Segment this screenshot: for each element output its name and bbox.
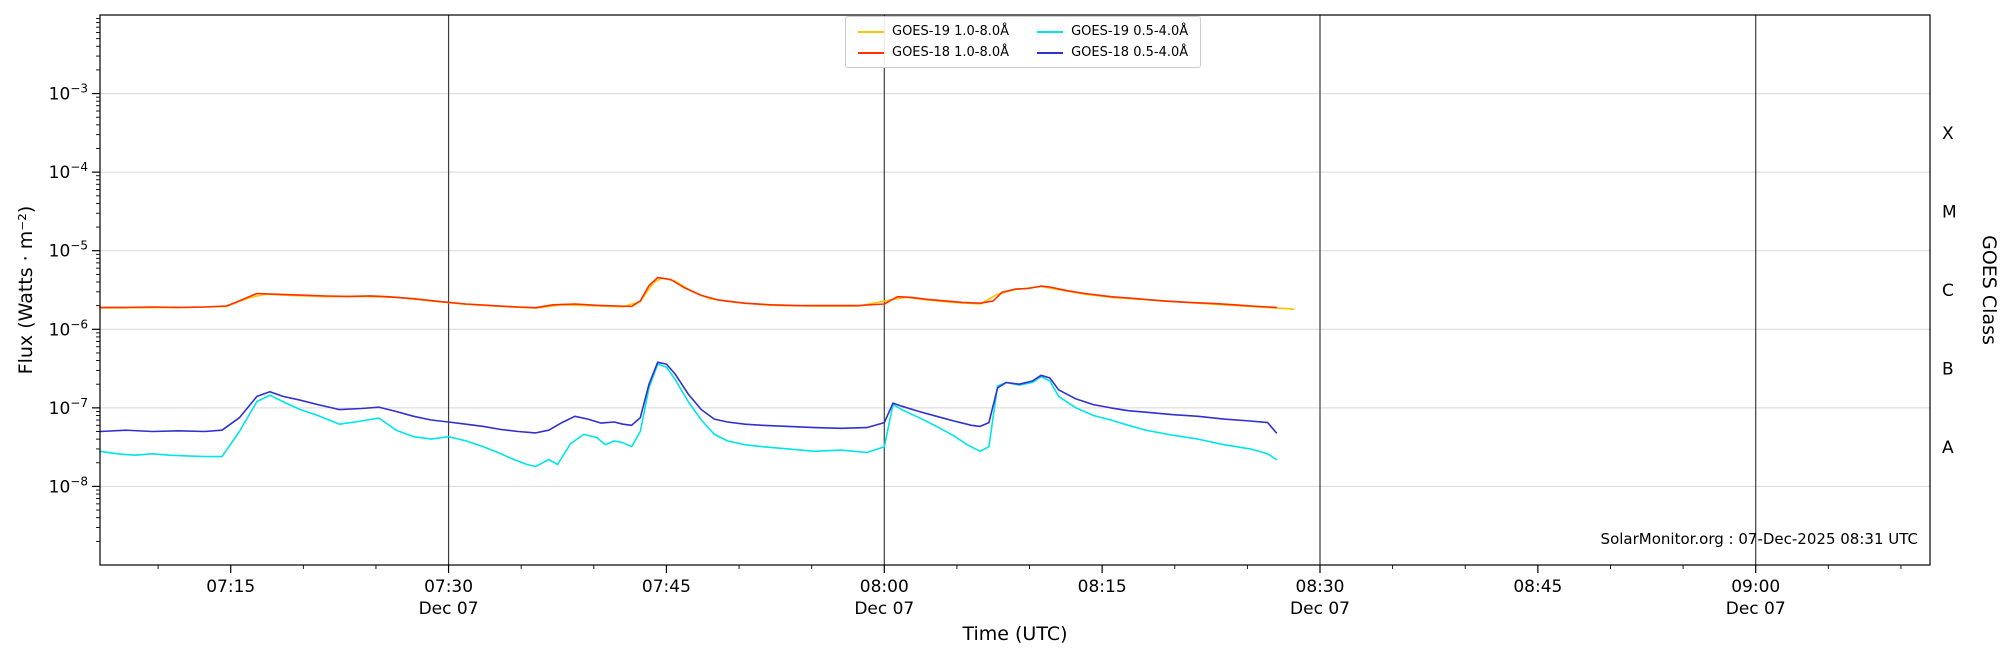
y-tick-label: 10−5 — [49, 239, 88, 262]
series-line-goes-19-0-5-4-0- — [99, 363, 1278, 468]
goes-class-label-c: C — [1942, 281, 1954, 301]
goes-class-label-b: B — [1942, 360, 1954, 380]
legend-label: GOES-18 1.0-8.0Å — [892, 45, 1010, 60]
legend-label: GOES-18 0.5-4.0Å — [1071, 45, 1189, 60]
legend-item: GOES-19 0.5-4.0Å — [1037, 24, 1188, 39]
legend-column: GOES-19 1.0-8.0Å GOES-18 1.0-8.0Å — [858, 24, 1009, 60]
legend-line-swatch — [1037, 30, 1064, 33]
legend-item: GOES-18 1.0-8.0Å — [858, 45, 1009, 60]
y-tick-label: 10−6 — [49, 317, 88, 340]
x-axis-title-time: Time (UTC) — [962, 623, 1068, 645]
series-line-goes-18-1-0-8-0- — [99, 276, 1278, 309]
x-tick-date-sublabel: Dec 07 — [419, 599, 479, 619]
goes-class-label-m: M — [1942, 202, 1957, 222]
x-tick-label: 07:30 — [424, 577, 473, 597]
legend-line-swatch — [1037, 51, 1064, 54]
x-tick-label: 07:45 — [642, 577, 691, 597]
series-line-goes-18-0-5-4-0- — [99, 361, 1278, 434]
goes-class-label-a: A — [1942, 438, 1954, 458]
legend-line-swatch — [858, 51, 884, 54]
x-tick-date-sublabel: Dec 07 — [1290, 599, 1350, 619]
x-tick-label: 09:00 — [1731, 577, 1780, 597]
legend-line-swatch — [858, 30, 884, 33]
x-tick-label: 08:30 — [1296, 577, 1345, 597]
y-axis-title-flux: Flux (Watts · m⁻²) — [15, 205, 37, 375]
x-tick-label: 08:00 — [860, 577, 909, 597]
legend-item: GOES-18 0.5-4.0Å — [1037, 45, 1188, 60]
plot-border — [99, 14, 1931, 566]
y-tick-label: 10−8 — [49, 474, 88, 497]
x-tick-date-sublabel: Dec 07 — [854, 599, 914, 619]
legend-column: GOES-19 0.5-4.0Å GOES-18 0.5-4.0Å — [1037, 24, 1188, 60]
y-tick-label: 10−3 — [49, 82, 88, 105]
x-tick-label: 07:15 — [206, 577, 255, 597]
x-tick-label: 08:15 — [1078, 577, 1127, 597]
legend-item: GOES-19 1.0-8.0Å — [858, 24, 1009, 39]
solarmonitor-credit: SolarMonitor.org : 07-Dec-2025 08:31 UTC — [1600, 530, 1918, 548]
x-tick-date-sublabel: Dec 07 — [1726, 599, 1786, 619]
chart-legend: GOES-19 1.0-8.0Å GOES-18 1.0-8.0Å GOES-19 … — [845, 16, 1202, 68]
goes-class-label-x: X — [1942, 124, 1954, 144]
y-tick-label: 10−4 — [49, 160, 88, 183]
legend-label: GOES-19 0.5-4.0Å — [1071, 24, 1189, 39]
y-axis-title-goes-class: GOES Class — [1978, 235, 2000, 345]
y-tick-label: 10−7 — [49, 396, 88, 419]
legend-label: GOES-19 1.0-8.0Å — [892, 24, 1010, 39]
x-tick-label: 08:45 — [1513, 577, 1562, 597]
